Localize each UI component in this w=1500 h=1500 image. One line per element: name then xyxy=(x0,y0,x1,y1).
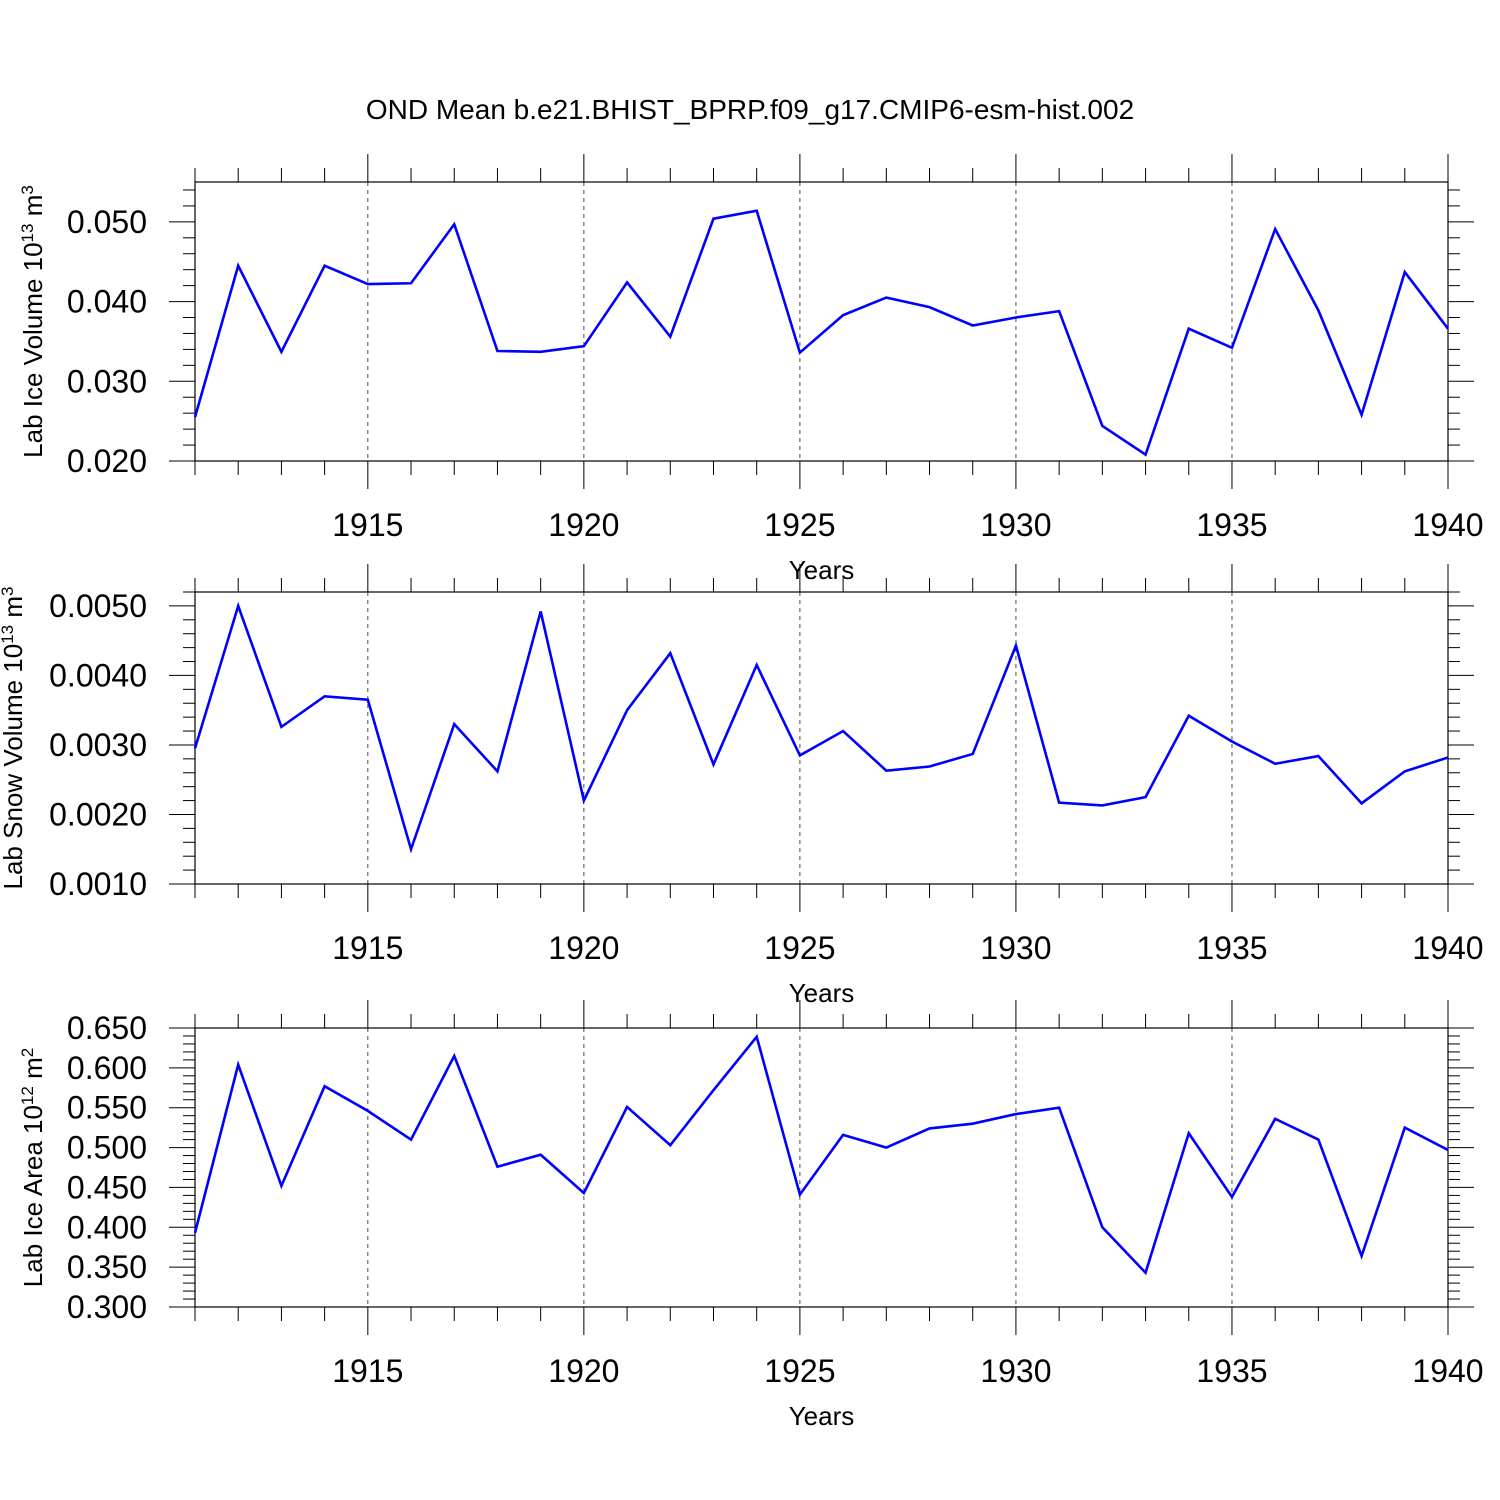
y-axis-label-text: m xyxy=(18,195,48,224)
y-axis-label-text: Lab Ice Area 10 xyxy=(18,1105,48,1287)
y-axis-label-superscript: 3 xyxy=(0,586,17,595)
x-tick-label: 1915 xyxy=(332,1353,403,1389)
y-tick-label: 0.050 xyxy=(67,204,147,240)
series-line xyxy=(193,1033,1449,1276)
y-axis-label: Lab Snow Volume 1013 m3 xyxy=(0,586,28,889)
y-tick-label: 0.0030 xyxy=(49,727,147,763)
x-axis-label: Years xyxy=(789,978,855,1008)
y-tick-label: 0.350 xyxy=(67,1249,147,1285)
y-axis-label-text: Lab Ice Volume 10 xyxy=(18,242,48,457)
panel-3: 1915 1920 1925 1930 1935 1940 Years 0.300 0.350 0… xyxy=(18,1000,1484,1431)
y-tick-label: 0.500 xyxy=(67,1130,147,1166)
x-axis-label: Years xyxy=(789,555,855,585)
x-tick-label: 1920 xyxy=(548,930,619,966)
x-tick-label: 1940 xyxy=(1412,930,1483,966)
panel-2: 1915 1920 1925 1930 1935 1940 Years 0.0010 0.002… xyxy=(0,564,1484,1008)
x-tick-label: 1915 xyxy=(332,507,403,543)
y-axis-label-text: Lab Snow Volume 10 xyxy=(0,644,28,890)
y-tick-label: 0.400 xyxy=(67,1209,147,1245)
chart-title: OND Mean b.e21.BHIST_BPRP.f09_g17.CMIP6-… xyxy=(366,94,1134,125)
y-axis-label-superscript: 2 xyxy=(18,1048,37,1057)
x-tick-label: 1935 xyxy=(1196,930,1267,966)
y-axis-label-text: m xyxy=(18,1057,48,1086)
chart-panels: 1915 1920 1925 1930 1935 1940 Years 0.020 0.030 0… xyxy=(0,154,1484,1431)
y-tick-label: 0.0040 xyxy=(49,657,147,693)
y-tick-label: 0.040 xyxy=(67,284,147,320)
y-tick-label: 0.030 xyxy=(67,363,147,399)
series-line xyxy=(193,209,1450,457)
y-axis-label-superscript: 12 xyxy=(18,1086,37,1105)
x-tick-label: 1940 xyxy=(1412,507,1483,543)
y-axis-label: Lab Ice Area 1012 m2 xyxy=(18,1048,49,1287)
y-tick-label: 0.450 xyxy=(67,1169,147,1205)
x-tick-label: 1930 xyxy=(980,930,1051,966)
x-tick-label: 1920 xyxy=(548,1353,619,1389)
y-tick-label: 0.0050 xyxy=(49,588,147,624)
y-tick-label: 0.020 xyxy=(67,443,147,479)
y-tick-label: 0.300 xyxy=(67,1289,147,1325)
x-tick-label: 1925 xyxy=(764,1353,835,1389)
plot-frame xyxy=(194,181,1449,462)
series-line xyxy=(193,601,1449,854)
x-tick-label: 1915 xyxy=(332,930,403,966)
y-axis-label-superscript: 13 xyxy=(0,625,17,644)
y-tick-label: 0.650 xyxy=(67,1010,147,1046)
x-tick-label: 1920 xyxy=(548,507,619,543)
y-tick-label: 0.0010 xyxy=(49,866,147,902)
x-tick-label: 1940 xyxy=(1412,1353,1483,1389)
x-axis-label: Years xyxy=(789,1401,855,1431)
x-tick-label: 1935 xyxy=(1196,1353,1267,1389)
y-tick-label: 0.0020 xyxy=(49,796,147,832)
x-tick-label: 1925 xyxy=(764,507,835,543)
x-tick-label: 1935 xyxy=(1196,507,1267,543)
x-tick-label: 1930 xyxy=(980,507,1051,543)
y-axis-label-text: m xyxy=(0,596,28,625)
y-axis-label-superscript: 13 xyxy=(18,224,37,243)
x-tick-label: 1925 xyxy=(764,930,835,966)
plot-frame xyxy=(194,1027,1449,1308)
y-tick-label: 0.550 xyxy=(67,1090,147,1126)
plot-frame xyxy=(194,591,1449,885)
y-axis-label: Lab Ice Volume 1013 m3 xyxy=(18,185,49,458)
x-tick-label: 1930 xyxy=(980,1353,1051,1389)
y-tick-label: 0.600 xyxy=(67,1050,147,1086)
y-axis-label-superscript: 3 xyxy=(18,185,37,194)
